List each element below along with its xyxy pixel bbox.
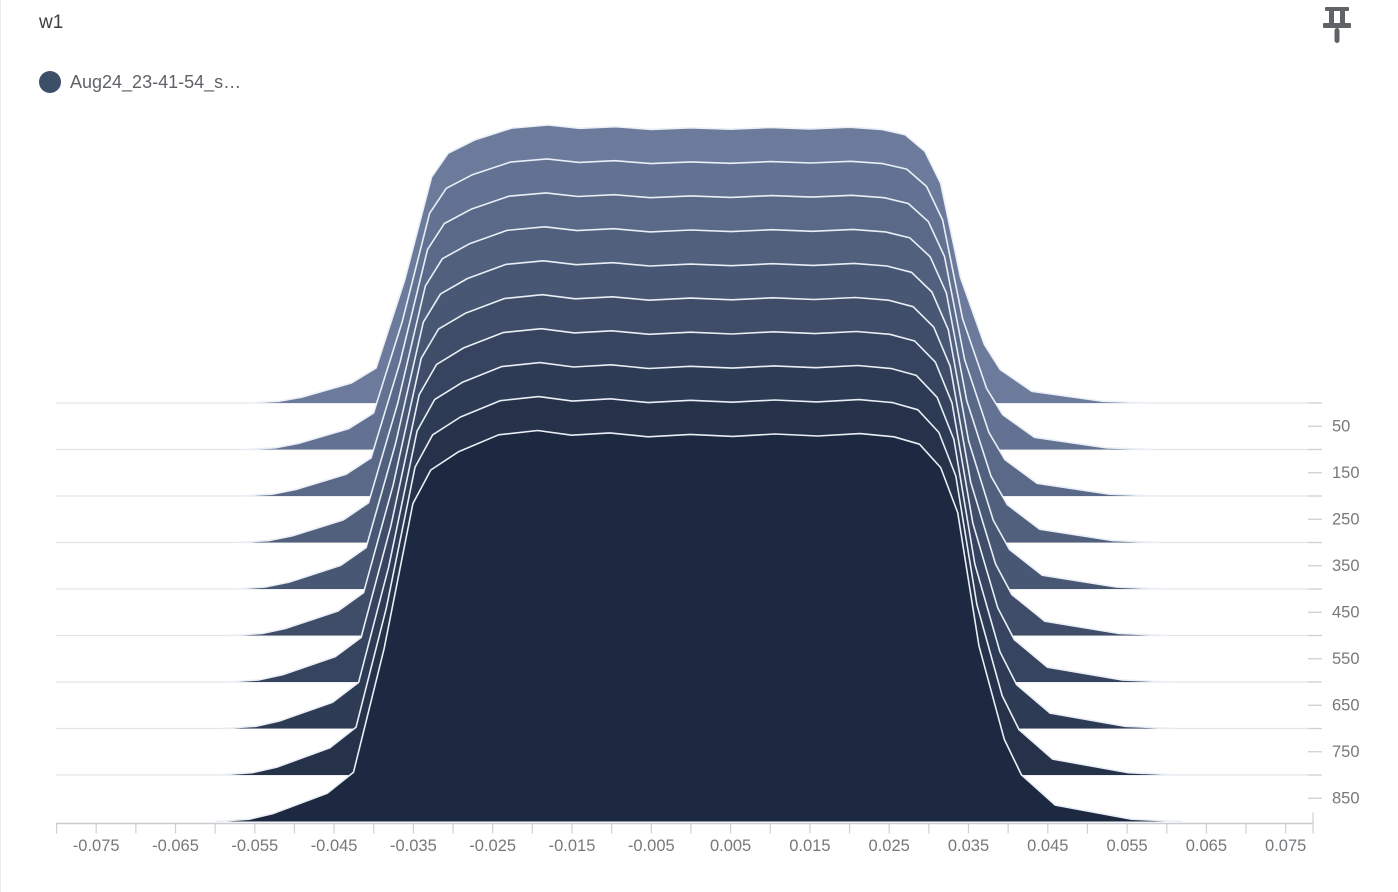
histogram-slice-outline [232,260,1166,590]
histogram-slice-outline [225,327,1173,683]
y-tick-label: 650 [1332,696,1360,714]
legend: Aug24_23-41-54_s… [39,71,241,93]
x-tick-label: -0.075 [73,837,120,855]
legend-swatch [39,71,61,93]
legend-run-label[interactable]: Aug24_23-41-54_s… [70,71,242,92]
x-tick-label: 0.045 [1027,837,1068,855]
histogram-slice-outline [246,124,1151,404]
y-tick-label: 250 [1332,510,1360,528]
pin-button[interactable] [1321,7,1353,49]
x-tick-label: -0.045 [311,837,358,855]
x-tick-label: 0.025 [869,837,910,855]
histogram-slice-outline [239,192,1158,497]
x-tick-label: 0.075 [1265,837,1306,855]
x-tick-label: 0.055 [1106,837,1147,855]
x-tick-label: -0.055 [231,837,278,855]
x-tick-label: -0.005 [628,837,675,855]
histogram-slice-outline [229,293,1169,637]
histogram-slice-step-900[interactable] [215,430,1183,822]
y-tick-label: 50 [1332,417,1350,435]
y-tick-label: 850 [1332,789,1360,807]
x-tick-label: -0.015 [549,837,596,855]
y-tick-label: 450 [1332,603,1360,621]
histogram-slice-outline [215,429,1183,823]
histogram-slice-outline [236,226,1162,544]
y-tick-label: 750 [1332,743,1360,761]
x-tick-label: -0.025 [469,837,516,855]
x-tick-label: 0.015 [789,837,830,855]
x-tick-label: 0.065 [1186,837,1227,855]
pushpin-icon [1323,7,1351,43]
x-tick-label: 0.035 [948,837,989,855]
y-tick-label: 150 [1332,464,1360,482]
y-tick-label: 350 [1332,557,1360,575]
x-tick-label: 0.005 [710,837,751,855]
histogram-slice-outline [243,158,1155,451]
x-tick-label: -0.035 [390,837,437,855]
x-tick-label: -0.065 [152,837,199,855]
histogram-slice-outline [218,395,1180,776]
card-title: w1 [39,12,64,33]
histogram-slice-outline [222,361,1176,730]
y-tick-label: 550 [1332,650,1360,668]
